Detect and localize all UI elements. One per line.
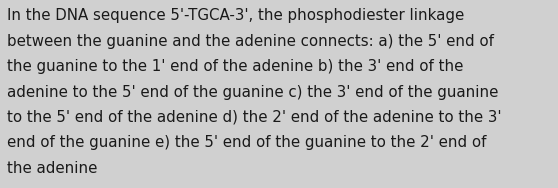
Text: to the 5' end of the adenine d) the 2' end of the adenine to the 3': to the 5' end of the adenine d) the 2' e… <box>7 110 502 125</box>
Text: between the guanine and the adenine connects: a) the 5' end of: between the guanine and the adenine conn… <box>7 34 494 49</box>
Text: the adenine: the adenine <box>7 161 98 176</box>
Text: the guanine to the 1' end of the adenine b) the 3' end of the: the guanine to the 1' end of the adenine… <box>7 59 464 74</box>
Text: adenine to the 5' end of the guanine c) the 3' end of the guanine: adenine to the 5' end of the guanine c) … <box>7 85 499 100</box>
Text: In the DNA sequence 5'-TGCA-3', the phosphodiester linkage: In the DNA sequence 5'-TGCA-3', the phos… <box>7 8 464 24</box>
Text: end of the guanine e) the 5' end of the guanine to the 2' end of: end of the guanine e) the 5' end of the … <box>7 135 487 150</box>
